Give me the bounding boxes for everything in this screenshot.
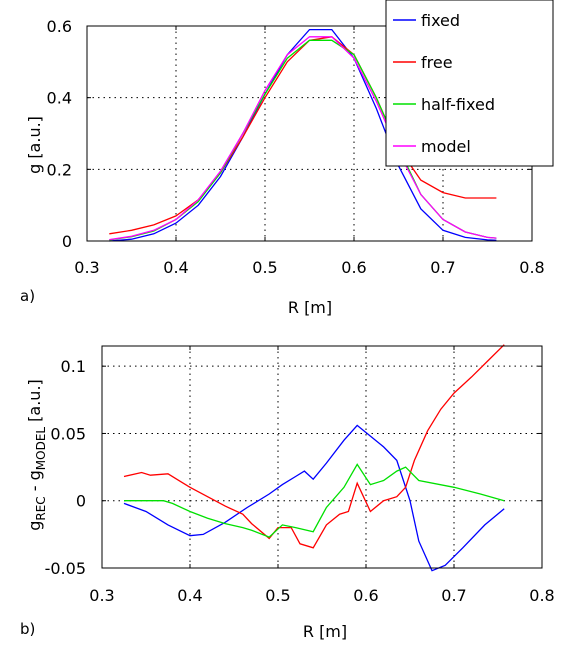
panel-b-series-line-3	[124, 463, 505, 538]
panel-b-lines	[123, 344, 505, 572]
panel-a-label: a)	[20, 287, 35, 305]
panel-a-series-fixed	[109, 28, 497, 242]
ylabel-unit: [a.u.]	[25, 379, 44, 427]
panel-b-ylabel: gREC - gMODEL [a.u.]	[25, 379, 48, 531]
panel-b-ytick-label: 0	[76, 492, 86, 511]
ylabel-mid: - g	[25, 470, 44, 496]
panel-b-xtick-label: 0.6	[353, 586, 378, 605]
panel-b: 0.3 0.4 0.5 0.6 0.7 0.8 -0.05 0 0.05 0.1 R [m] gR…	[20, 344, 555, 641]
legend: fixed free half-fixed model	[385, 0, 554, 167]
panel-a-xtick-label: 0.4	[163, 258, 188, 277]
legend-entry-free: free	[421, 53, 453, 72]
panel-b-label: b)	[20, 620, 35, 638]
panel-a-xtick-label: 0.5	[252, 258, 277, 277]
panel-b-grid	[102, 346, 542, 568]
legend-entry-half-fixed: half-fixed	[421, 95, 495, 114]
legend-entry-fixed: fixed	[421, 11, 460, 30]
ylabel-main: g	[25, 521, 44, 531]
panel-b-ytick-label: -0.05	[45, 559, 86, 578]
legend-entry-model: model	[421, 137, 471, 156]
panel-b-ticks: 0.3 0.4 0.5 0.6 0.7 0.8 -0.05 0 0.05 0.1	[45, 346, 555, 605]
panel-a-xtick-label: 0.3	[74, 258, 99, 277]
panel-b-xtick-label: 0.5	[265, 586, 290, 605]
panel-b-series-line-2	[123, 344, 505, 549]
panel-b-series-line-1	[123, 424, 505, 572]
ylabel-sub-rec: REC	[34, 496, 48, 520]
ylabel-sub-model: MODEL	[34, 427, 48, 471]
panel-b-ytick-label: 0.05	[50, 424, 86, 443]
panel-a-ytick-label: 0.4	[47, 89, 72, 108]
panel-a-series-model	[109, 36, 497, 241]
panel-a-ylabel: g [a.u.]	[25, 116, 44, 174]
panel-a-ytick-label: 0.6	[47, 17, 72, 36]
panel-b-xtick-label: 0.3	[89, 586, 114, 605]
panel-a-xtick-label: 0.7	[430, 258, 455, 277]
panel-a: 0.3 0.4 0.5 0.6 0.7 0.8 0 0.2 0.4 0.6 R [m] g [a.…	[20, 0, 554, 317]
panel-b-axes-box	[101, 345, 543, 569]
panel-a-lines	[109, 28, 497, 242]
panel-a-xtick-label: 0.8	[519, 258, 544, 277]
panel-a-ytick-label: 0.2	[47, 160, 72, 179]
panel-a-ticks: 0.3 0.4 0.5 0.6 0.7 0.8 0 0.2 0.4 0.6	[47, 17, 545, 277]
panel-a-ytick-label: 0	[62, 232, 72, 251]
panel-b-xtick-label: 0.4	[177, 586, 202, 605]
panel-a-xlabel: R [m]	[288, 298, 332, 317]
panel-a-xtick-label: 0.6	[341, 258, 366, 277]
panel-b-xtick-label: 0.8	[529, 586, 554, 605]
panel-b-ytick-label: 0.1	[61, 357, 86, 376]
panel-b-xtick-label: 0.7	[441, 586, 466, 605]
panel-b-xlabel: R [m]	[303, 622, 347, 641]
